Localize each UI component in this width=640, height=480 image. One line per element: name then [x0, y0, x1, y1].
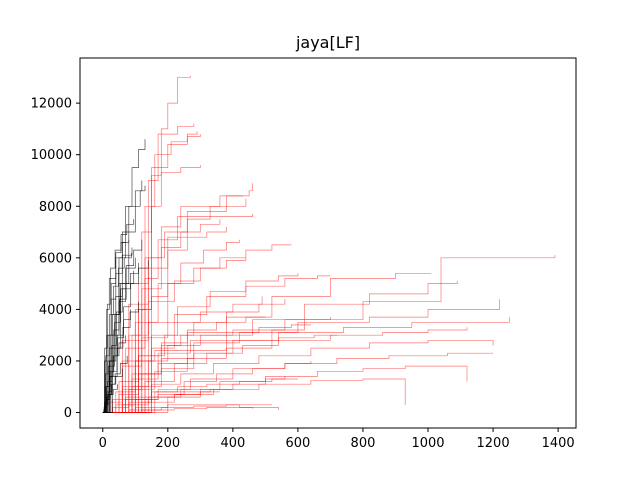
series-line-9	[102, 378, 406, 413]
series-line-23	[102, 378, 298, 413]
x-tick-label: 200	[155, 436, 180, 451]
series-line-34	[102, 219, 221, 413]
x-tick-label: 1200	[477, 436, 510, 451]
x-tick-label: 1000	[411, 436, 444, 451]
y-axis: 0 2000 4000 6000 8000 10000 12000	[31, 97, 80, 421]
y-tick-label: 0	[64, 406, 72, 421]
series-line-12	[102, 198, 247, 413]
y-tick-label: 10000	[31, 148, 72, 163]
series-line-18	[102, 165, 201, 413]
series-line-30	[102, 334, 337, 413]
series-layer	[102, 76, 556, 413]
y-tick-label: 4000	[39, 303, 72, 318]
series-line-5	[102, 327, 468, 413]
series-line-16	[102, 123, 195, 413]
series-line-37	[102, 376, 286, 413]
plot-frame	[79, 57, 577, 429]
y-tick-label: 2000	[39, 354, 72, 369]
series-line-54	[102, 239, 143, 413]
y-tick-label: 6000	[39, 251, 72, 266]
series-line-13	[102, 214, 253, 413]
series-line-33	[102, 226, 227, 413]
series-line-58	[102, 301, 139, 413]
x-tick-label: 1400	[542, 436, 575, 451]
y-tick-label: 12000	[31, 97, 72, 112]
series-line-28	[102, 324, 311, 413]
series-line-35	[102, 257, 247, 413]
series-line-20	[102, 275, 331, 413]
x-tick-label: 800	[351, 436, 376, 451]
series-line-59	[102, 288, 127, 413]
series-line-32	[102, 239, 240, 413]
x-tick-label: 400	[220, 436, 245, 451]
x-axis: 0 200 400 600 800 1000 1200 1400	[99, 428, 575, 451]
series-line-50	[102, 335, 126, 413]
series-line-29	[102, 299, 286, 413]
series-line-48	[102, 185, 146, 413]
series-line-55	[102, 260, 149, 413]
series-line-56	[102, 219, 135, 413]
series-line-15	[102, 131, 198, 413]
series-line-57	[102, 252, 132, 413]
x-tick-label: 0	[99, 436, 107, 451]
y-tick-label: 8000	[39, 200, 72, 215]
series-line-38	[102, 407, 253, 413]
series-line-36	[102, 273, 299, 413]
series-line-31	[102, 361, 312, 413]
x-tick-label: 600	[286, 436, 311, 451]
chart-title: jaya[LF]	[295, 33, 360, 52]
